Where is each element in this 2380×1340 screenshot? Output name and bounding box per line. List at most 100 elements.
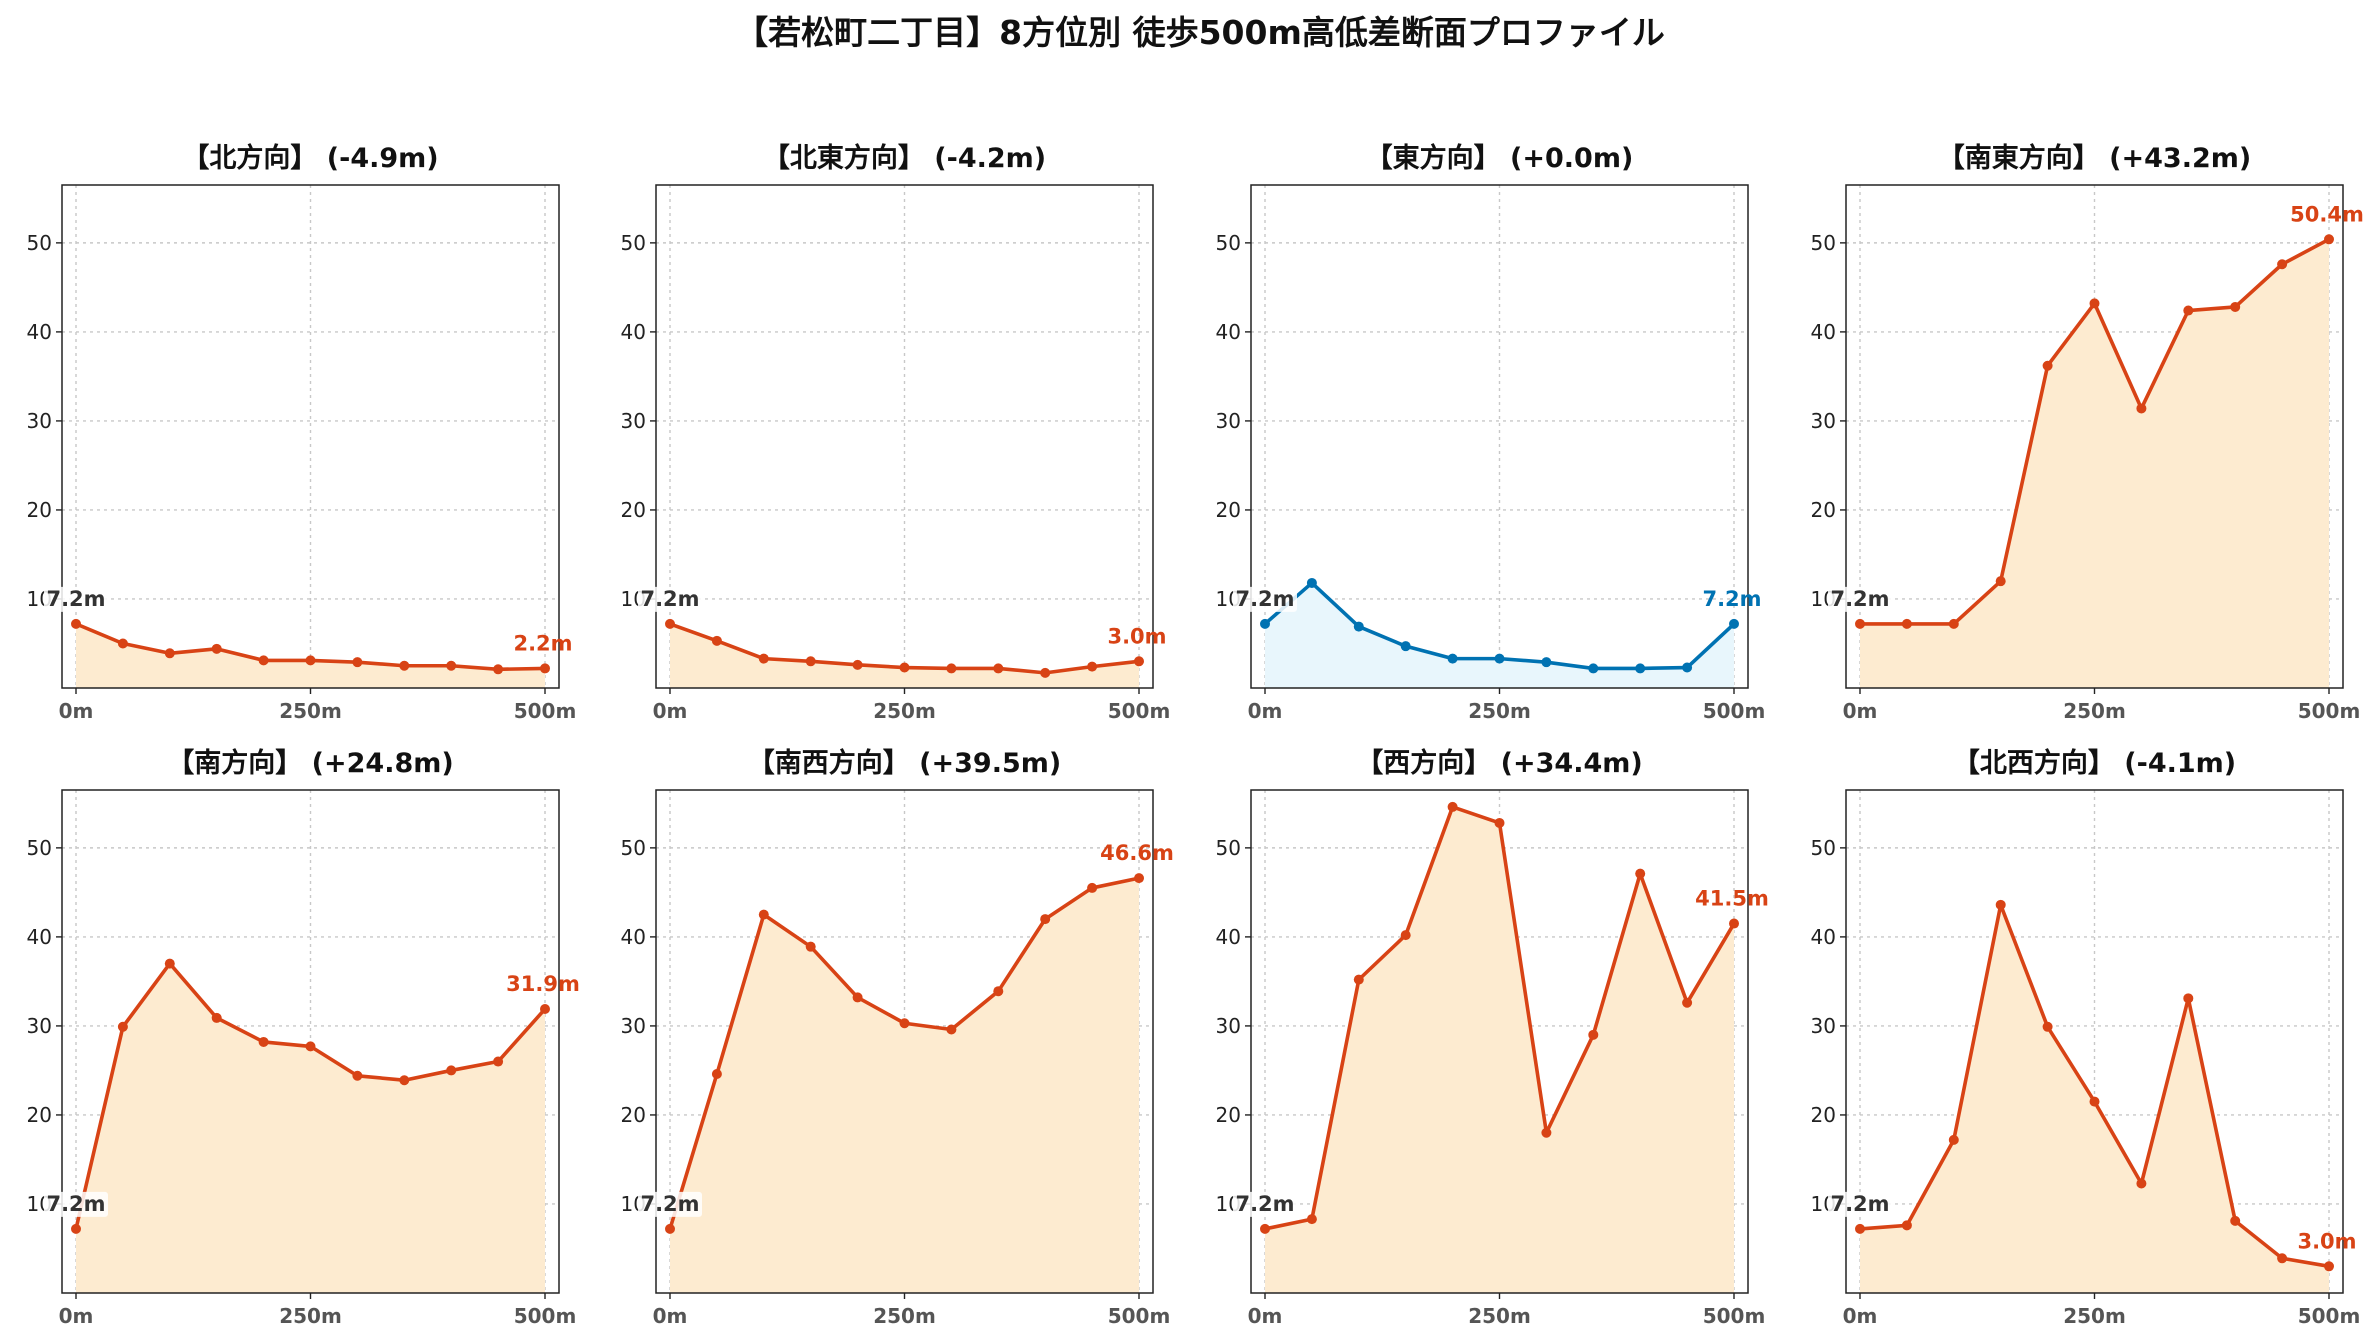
start-label-bg [1828, 586, 1892, 612]
x-tick-label: 500m [1108, 699, 1171, 723]
elevation-point [1040, 914, 1051, 925]
y-tick-label: 20 [1811, 1103, 1836, 1127]
start-label-bg [44, 586, 108, 612]
start-label-bg [638, 586, 702, 612]
elevation-point [1400, 930, 1411, 941]
x-tick-label: 250m [873, 699, 936, 723]
elevation-point [493, 1056, 504, 1067]
y-tick-label: 30 [621, 1014, 646, 1038]
elevation-point [446, 660, 457, 671]
end-elevation-label: 50.4m [2290, 202, 2364, 226]
elevation-point [493, 664, 504, 675]
y-tick-label: 20 [1811, 498, 1836, 522]
y-tick-label: 20 [621, 1103, 646, 1127]
start-elevation-label: 7.2m [640, 587, 699, 611]
end-elevation-label: 46.6m [1100, 841, 1174, 865]
start-elevation-label: 7.2m [1235, 587, 1294, 611]
elevation-point [1635, 868, 1646, 879]
elevation-point [211, 643, 222, 654]
x-tick-label: 500m [1703, 699, 1766, 723]
elevation-point [1901, 618, 1912, 629]
y-tick-label: 50 [1811, 231, 1836, 255]
start-label-bg [1828, 1191, 1892, 1217]
elevation-point [1855, 618, 1865, 629]
x-tick-label: 500m [2298, 1304, 2361, 1328]
y-tick-label: 40 [1216, 925, 1241, 949]
elevation-point [1948, 1134, 1959, 1145]
x-tick-label: 0m [1843, 1304, 1878, 1328]
elevation-point [1729, 618, 1739, 629]
x-tick-label: 250m [873, 1304, 936, 1328]
x-tick-label: 0m [1248, 699, 1283, 723]
elevation-area [670, 878, 1139, 1293]
elevation-point [540, 663, 550, 674]
y-tick-label: 20 [27, 1103, 52, 1127]
elevation-point [1635, 663, 1646, 674]
elevation-point [1306, 577, 1317, 588]
y-tick-label: 30 [27, 409, 52, 433]
elevation-point [1901, 1220, 1912, 1231]
elevation-point [1306, 1214, 1317, 1225]
elevation-area [76, 623, 545, 688]
x-tick-label: 0m [59, 1304, 94, 1328]
elevation-point [211, 1012, 222, 1023]
x-tick-label: 500m [514, 1304, 577, 1328]
elevation-point [665, 618, 675, 629]
x-tick-label: 250m [2063, 1304, 2126, 1328]
figure-title: 【若松町二丁目】8方位別 徒歩500m高低差断面プロファイル [735, 13, 1665, 52]
x-tick-label: 0m [653, 1304, 688, 1328]
x-tick-label: 500m [514, 699, 577, 723]
panel-title: 【東方向】 (+0.0m) [1366, 142, 1634, 174]
elevation-point [2183, 305, 2194, 316]
y-tick-label: 40 [1216, 320, 1241, 344]
start-label-bg [44, 1191, 108, 1217]
elevation-point [1682, 662, 1693, 673]
y-tick-label: 50 [1216, 231, 1241, 255]
y-tick-label: 40 [621, 320, 646, 344]
elevation-point [71, 618, 81, 629]
y-tick-label: 50 [621, 836, 646, 860]
start-elevation-label: 7.2m [1830, 587, 1889, 611]
x-tick-label: 0m [1843, 699, 1878, 723]
elevation-point [1447, 801, 1458, 812]
elevation-point [1353, 974, 1364, 985]
y-tick-label: 30 [1216, 1014, 1241, 1038]
x-tick-label: 250m [279, 1304, 342, 1328]
panel-title: 【北東方向】 (-4.2m) [763, 142, 1046, 174]
elevation-point [2089, 1096, 2100, 1107]
elevation-point [1353, 621, 1364, 632]
elevation-point [2089, 298, 2100, 309]
elevation-point [2230, 1215, 2241, 1226]
elevation-point [1948, 618, 1959, 629]
y-tick-label: 40 [1811, 925, 1836, 949]
end-elevation-label: 3.0m [2297, 1229, 2356, 1253]
elevation-point [1541, 657, 1552, 668]
elevation-point [2183, 993, 2194, 1004]
end-elevation-label: 3.0m [1107, 624, 1166, 648]
elevation-point [117, 1021, 128, 1032]
elevation-point [164, 648, 175, 659]
y-tick-label: 50 [1216, 836, 1241, 860]
x-tick-label: 250m [1468, 699, 1531, 723]
start-label-bg [638, 1191, 702, 1217]
panel-title: 【南東方向】 (+43.2m) [1938, 142, 2251, 174]
elevation-point [2042, 1021, 2053, 1032]
y-tick-label: 50 [1811, 836, 1836, 860]
elevation-point [2277, 259, 2288, 270]
elevation-point [399, 660, 410, 671]
panel-title: 【北西方向】 (-4.1m) [1953, 747, 2236, 779]
x-tick-label: 250m [1468, 1304, 1531, 1328]
y-tick-label: 50 [27, 836, 52, 860]
elevation-point [164, 958, 175, 969]
y-tick-label: 30 [621, 409, 646, 433]
x-tick-label: 500m [1108, 1304, 1171, 1328]
elevation-point [117, 638, 128, 649]
x-tick-label: 500m [1703, 1304, 1766, 1328]
elevation-point [1260, 1223, 1270, 1234]
